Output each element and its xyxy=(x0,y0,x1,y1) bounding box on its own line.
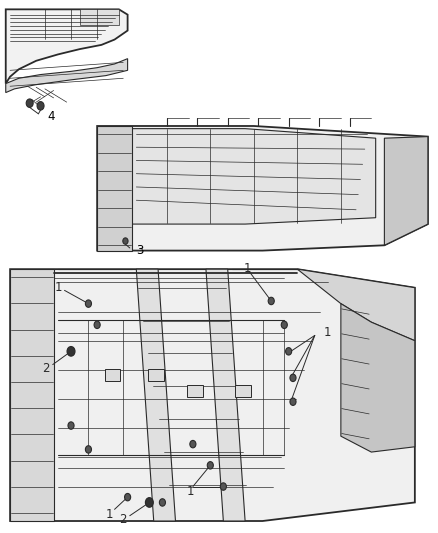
Bar xyxy=(148,369,163,381)
Circle shape xyxy=(85,446,92,453)
Circle shape xyxy=(159,499,166,506)
Circle shape xyxy=(207,462,213,469)
Text: 1: 1 xyxy=(187,486,194,498)
Circle shape xyxy=(145,498,153,507)
Circle shape xyxy=(290,374,296,382)
Text: 1: 1 xyxy=(244,262,251,274)
Circle shape xyxy=(190,440,196,448)
Polygon shape xyxy=(97,126,132,251)
Circle shape xyxy=(26,99,33,108)
Circle shape xyxy=(37,102,44,110)
Polygon shape xyxy=(341,304,415,452)
Polygon shape xyxy=(6,10,127,84)
Circle shape xyxy=(94,321,100,328)
Polygon shape xyxy=(10,269,53,521)
Polygon shape xyxy=(206,269,245,521)
Text: 3: 3 xyxy=(136,244,144,257)
Polygon shape xyxy=(80,10,119,25)
Text: 1: 1 xyxy=(323,326,331,340)
Polygon shape xyxy=(132,128,376,224)
Bar xyxy=(235,385,251,397)
Polygon shape xyxy=(10,269,415,521)
Polygon shape xyxy=(97,126,428,251)
Circle shape xyxy=(281,321,287,328)
Bar xyxy=(105,369,120,381)
Polygon shape xyxy=(136,269,176,521)
Bar xyxy=(187,385,203,397)
Polygon shape xyxy=(297,269,415,341)
Circle shape xyxy=(268,297,274,305)
Circle shape xyxy=(124,494,131,501)
Circle shape xyxy=(67,346,75,356)
Text: 2: 2 xyxy=(42,362,50,375)
Polygon shape xyxy=(385,136,428,245)
Text: 1: 1 xyxy=(54,281,62,294)
Text: 4: 4 xyxy=(47,110,55,123)
Circle shape xyxy=(123,238,128,244)
Circle shape xyxy=(68,422,74,429)
Circle shape xyxy=(85,300,92,308)
Circle shape xyxy=(290,398,296,406)
Text: 1: 1 xyxy=(106,507,113,521)
Circle shape xyxy=(286,348,292,355)
Polygon shape xyxy=(6,59,127,93)
Circle shape xyxy=(220,483,226,490)
Text: 2: 2 xyxy=(120,513,127,527)
